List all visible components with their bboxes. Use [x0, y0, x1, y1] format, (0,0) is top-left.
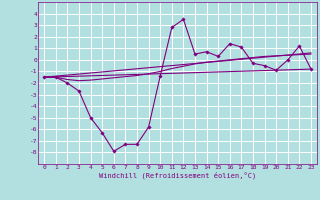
X-axis label: Windchill (Refroidissement éolien,°C): Windchill (Refroidissement éolien,°C) [99, 172, 256, 179]
